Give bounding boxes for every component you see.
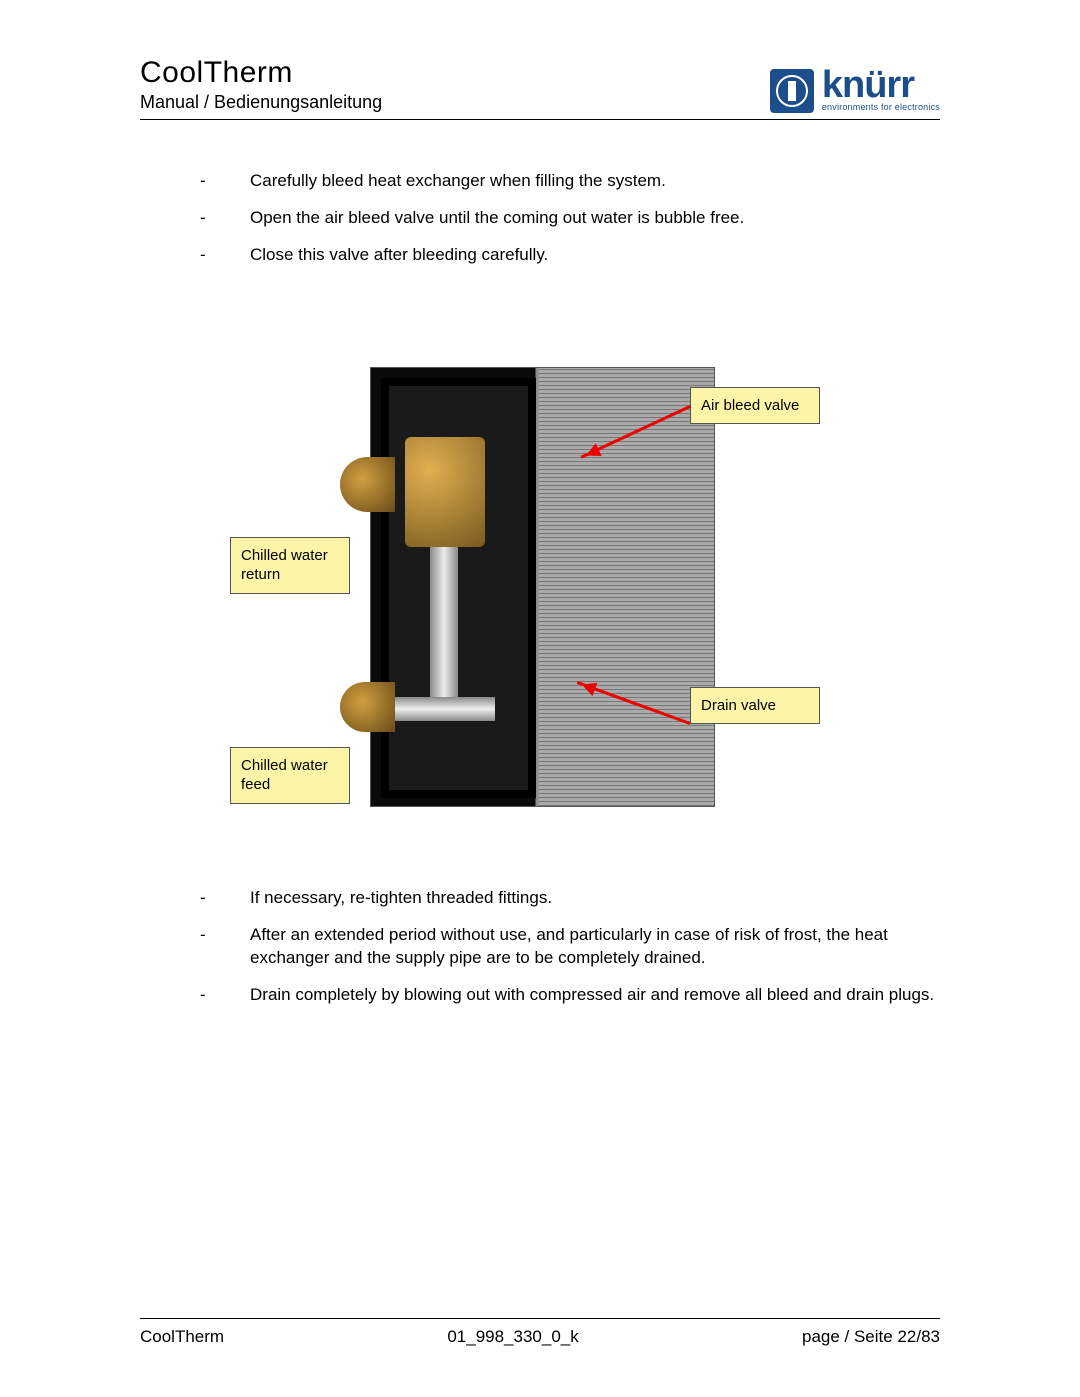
doc-title: CoolTherm [140,56,382,90]
content-area: Carefully bleed heat exchanger when fill… [140,170,940,1007]
manual-page: CoolTherm Manual / Bedienungsanleitung k… [0,0,1080,1397]
bullet-item: After an extended period without use, an… [200,924,940,970]
bullet-item: Close this valve after bleeding carefull… [200,244,940,267]
page-header: CoolTherm Manual / Bedienungsanleitung k… [140,56,940,120]
vertical-pipe [430,547,458,717]
doc-subtitle: Manual / Bedienungsanleitung [140,92,382,113]
brand-name: knürr [822,70,940,100]
footer-right: page / Seite 22/83 [802,1327,940,1347]
bullet-item: If necessary, re-tighten threaded fittin… [200,887,940,910]
callout-air-bleed-valve: Air bleed valve [690,387,820,425]
bullet-item: Carefully bleed heat exchanger when fill… [200,170,940,193]
instructions-top: Carefully bleed heat exchanger when fill… [140,170,940,267]
bullet-item: Drain completely by blowing out with com… [200,984,940,1007]
return-elbow-fitting [340,457,395,512]
brand-text-block: knürr environments for electronics [822,70,940,112]
bullet-item: Open the air bleed valve until the comin… [200,207,940,230]
knurr-emblem-icon [770,69,814,113]
brass-valve [405,437,485,547]
instructions-bottom: If necessary, re-tighten threaded fittin… [140,887,940,1007]
brand-tagline: environments for electronics [822,102,940,112]
footer-left: CoolTherm [140,1327,224,1347]
heat-exchanger-photo [370,367,715,807]
brand-logo: knürr environments for electronics [770,69,940,113]
header-titles: CoolTherm Manual / Bedienungsanleitung [140,56,382,113]
annotated-figure: Chilled water return Chilled water feed … [240,327,840,837]
horizontal-pipe [395,697,495,721]
feed-elbow-fitting [340,682,395,732]
page-footer: CoolTherm 01_998_330_0_k page / Seite 22… [140,1318,940,1347]
footer-center: 01_998_330_0_k [447,1327,578,1347]
callout-chilled-water-return: Chilled water return [230,537,350,594]
callout-chilled-water-feed: Chilled water feed [230,747,350,804]
callout-drain-valve: Drain valve [690,687,820,725]
